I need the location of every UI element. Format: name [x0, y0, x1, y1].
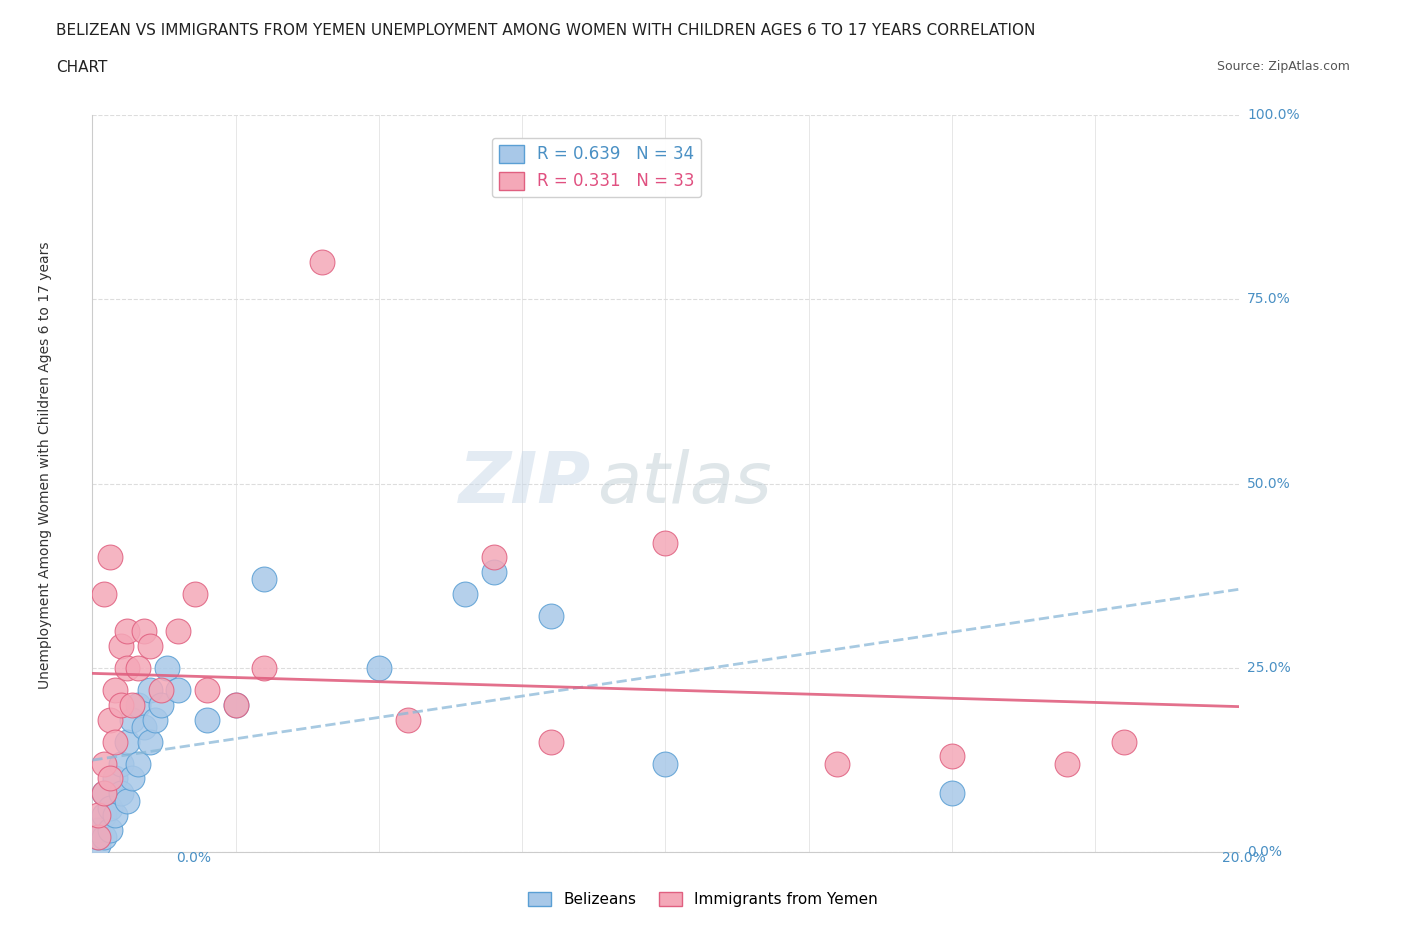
Text: CHART: CHART: [56, 60, 108, 75]
Point: [87, 808, 110, 823]
Text: ZIP: ZIP: [458, 449, 591, 518]
Point: [104, 683, 127, 698]
Point: [253, 660, 276, 675]
Point: [167, 624, 190, 639]
Point: [132, 624, 155, 639]
Point: [167, 683, 190, 698]
Point: [1112, 734, 1135, 749]
Point: [115, 624, 138, 639]
Text: atlas: atlas: [596, 449, 772, 518]
Point: [156, 660, 179, 675]
Point: [87, 830, 110, 844]
Point: [145, 712, 167, 727]
Point: [184, 587, 207, 602]
Point: [93, 587, 115, 602]
Text: BELIZEAN VS IMMIGRANTS FROM YEMEN UNEMPLOYMENT AMONG WOMEN WITH CHILDREN AGES 6 : BELIZEAN VS IMMIGRANTS FROM YEMEN UNEMPL…: [56, 23, 1036, 38]
Point: [150, 683, 173, 698]
Text: 100.0%: 100.0%: [1247, 108, 1299, 122]
Point: [225, 698, 247, 712]
Point: [127, 698, 149, 712]
Point: [454, 587, 477, 602]
Point: [482, 550, 505, 565]
Point: [941, 749, 963, 764]
Point: [367, 660, 389, 675]
Point: [253, 572, 276, 587]
Point: [115, 734, 138, 749]
Text: Unemployment Among Women with Children Ages 6 to 17 years: Unemployment Among Women with Children A…: [38, 241, 52, 689]
Point: [195, 712, 218, 727]
Point: [540, 609, 562, 624]
Point: [827, 756, 849, 771]
Point: [93, 786, 115, 801]
Point: [110, 698, 132, 712]
Point: [138, 683, 160, 698]
Point: [132, 720, 155, 735]
Point: [115, 793, 138, 808]
Text: 50.0%: 50.0%: [1247, 476, 1291, 491]
Point: [93, 808, 115, 823]
Point: [127, 756, 149, 771]
Point: [138, 734, 160, 749]
Text: Source: ZipAtlas.com: Source: ZipAtlas.com: [1216, 60, 1350, 73]
Point: [121, 771, 143, 786]
Point: [121, 712, 143, 727]
Point: [540, 734, 562, 749]
Point: [396, 712, 419, 727]
Point: [1056, 756, 1078, 771]
Point: [311, 255, 333, 270]
Text: 75.0%: 75.0%: [1247, 292, 1291, 306]
Point: [127, 660, 149, 675]
Point: [138, 638, 160, 653]
Point: [98, 712, 121, 727]
Point: [654, 756, 676, 771]
Point: [110, 786, 132, 801]
Point: [98, 801, 121, 816]
Legend: Belizeans, Immigrants from Yemen: Belizeans, Immigrants from Yemen: [522, 885, 884, 913]
Point: [110, 756, 132, 771]
Text: 0.0%: 0.0%: [176, 851, 211, 865]
Text: 20.0%: 20.0%: [1222, 851, 1265, 865]
Point: [654, 535, 676, 550]
Point: [104, 808, 127, 823]
Point: [87, 830, 110, 844]
Text: 25.0%: 25.0%: [1247, 661, 1291, 675]
Point: [93, 830, 115, 844]
Point: [941, 786, 963, 801]
Point: [104, 734, 127, 749]
Point: [110, 638, 132, 653]
Legend: R = 0.639   N = 34, R = 0.331   N = 33: R = 0.639 N = 34, R = 0.331 N = 33: [492, 138, 702, 197]
Text: 0.0%: 0.0%: [1247, 845, 1282, 859]
Point: [225, 698, 247, 712]
Point: [115, 660, 138, 675]
Point: [98, 550, 121, 565]
Point: [104, 771, 127, 786]
Point: [93, 786, 115, 801]
Point: [195, 683, 218, 698]
Point: [93, 756, 115, 771]
Point: [87, 837, 110, 852]
Point: [150, 698, 173, 712]
Point: [98, 823, 121, 838]
Point: [98, 771, 121, 786]
Point: [121, 698, 143, 712]
Point: [87, 823, 110, 838]
Point: [482, 565, 505, 579]
